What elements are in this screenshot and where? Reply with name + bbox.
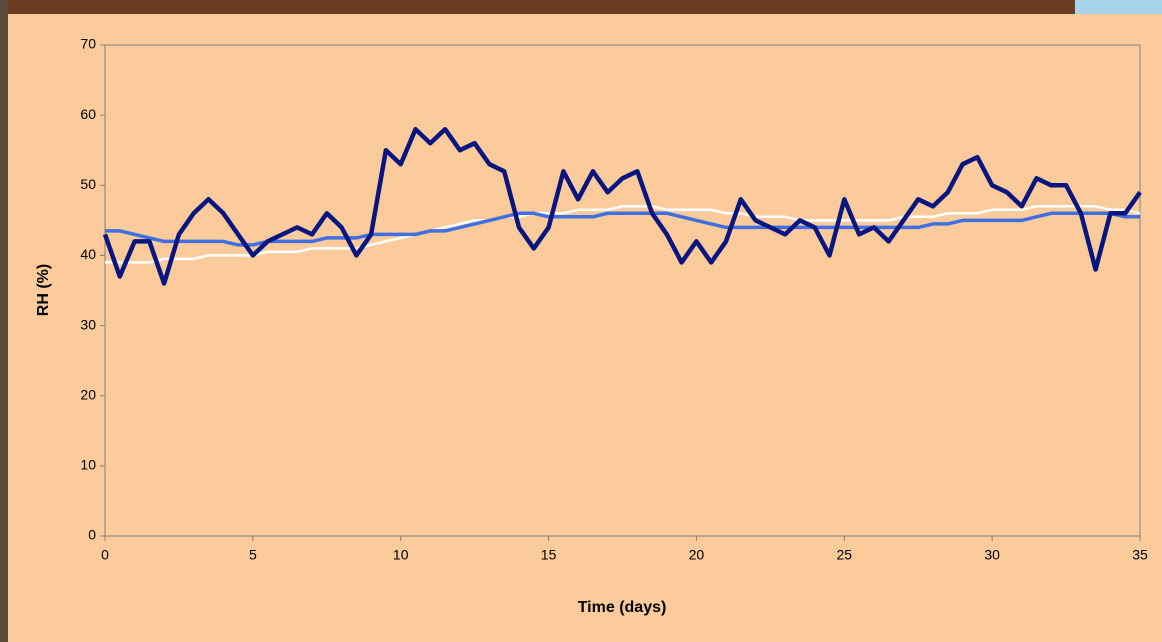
y-axis-title: RH (%) <box>35 264 52 316</box>
x-tick-label: 5 <box>249 547 257 563</box>
y-tick-label: 70 <box>80 36 96 52</box>
y-tick-label: 10 <box>80 457 96 473</box>
y-tick-label: 0 <box>88 527 96 543</box>
x-tick-label: 35 <box>1132 547 1148 563</box>
y-tick-label: 30 <box>80 316 96 332</box>
y-tick-label: 40 <box>80 246 96 262</box>
x-tick-label: 10 <box>393 547 409 563</box>
y-tick-label: 50 <box>80 176 96 192</box>
plot-area <box>105 45 1140 536</box>
x-tick-label: 15 <box>541 547 557 563</box>
x-tick-label: 20 <box>689 547 705 563</box>
page: Time (days) RH (%) 0 10 20 30 40 50 60 70 0 5 10 15… <box>0 0 1162 642</box>
x-tick-label: 30 <box>984 547 1000 563</box>
chart: Time (days) RH (%) 0 10 20 30 40 50 60 70 0 5 10 15… <box>0 0 1162 642</box>
x-axis-title: Time (days) <box>578 599 667 616</box>
y-tick-label: 20 <box>80 386 96 402</box>
y-tick-label: 60 <box>80 106 96 122</box>
top-photo-strip <box>0 0 1162 14</box>
left-photo-strip <box>0 0 8 642</box>
x-tick-label: 25 <box>836 547 852 563</box>
x-tick-label: 0 <box>101 547 109 563</box>
top-right-strip <box>1075 0 1162 14</box>
